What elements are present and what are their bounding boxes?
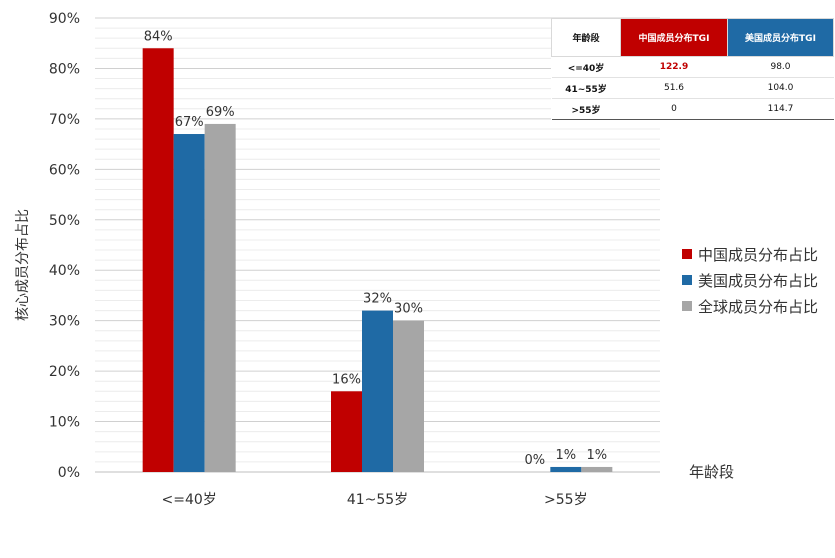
- x-axis-title: 年龄段: [689, 463, 735, 481]
- data-label: 16%: [332, 372, 361, 387]
- y-tick-label: 10%: [49, 415, 80, 431]
- legend-item-usa: 美国成员分布占比: [682, 267, 818, 293]
- x-category-label: 41~55岁: [347, 492, 408, 508]
- tgi-row: >55岁 0 114.7: [551, 98, 834, 120]
- tgi-row: 41~55岁 51.6 104.0: [551, 77, 834, 99]
- tgi-header-usa: 美国成员分布TGI: [727, 18, 834, 57]
- tgi-cell-age: 41~55岁: [551, 77, 621, 99]
- legend-swatch-usa: [682, 275, 692, 285]
- legend-swatch-china: [682, 249, 692, 259]
- y-tick-label: 20%: [49, 364, 80, 380]
- tgi-cell-china: 0: [620, 98, 728, 120]
- data-label: 32%: [363, 292, 392, 307]
- bar: [362, 310, 393, 472]
- legend-label-china: 中国成员分布占比: [698, 245, 819, 264]
- y-tick-label: 0%: [58, 465, 80, 481]
- data-label: 1%: [556, 448, 577, 463]
- tgi-cell-china: 51.6: [620, 77, 728, 99]
- tgi-header-age: 年龄段: [551, 18, 621, 57]
- tgi-cell-usa: 98.0: [727, 56, 834, 78]
- legend-swatch-global: [682, 301, 692, 311]
- data-label: 84%: [144, 29, 173, 44]
- tgi-cell-age: >55岁: [551, 98, 621, 120]
- tgi-table: 年龄段 中国成员分布TGI 美国成员分布TGI <=40岁 122.9 98.0…: [551, 18, 834, 120]
- data-label: 30%: [394, 302, 423, 317]
- tgi-header-china: 中国成员分布TGI: [620, 18, 728, 57]
- y-tick-label: 30%: [49, 314, 80, 330]
- y-tick-label: 90%: [49, 11, 80, 27]
- tgi-cell-usa: 104.0: [727, 77, 834, 99]
- bar: [331, 391, 362, 472]
- data-label: 1%: [587, 448, 608, 463]
- tgi-cell-china: 122.9: [620, 56, 728, 78]
- tgi-row: <=40岁 122.9 98.0: [551, 56, 834, 78]
- bar: [204, 123, 236, 472]
- data-label: 0%: [525, 453, 546, 468]
- bar: [581, 466, 613, 472]
- y-tick-label: 40%: [49, 263, 80, 279]
- y-axis-title: 核心成员分布占比: [15, 209, 31, 321]
- bar: [550, 466, 582, 472]
- tgi-header-row: 年龄段 中国成员分布TGI 美国成员分布TGI: [551, 18, 834, 57]
- y-tick-label: 50%: [49, 213, 80, 229]
- x-category-label: <=40岁: [162, 492, 217, 508]
- bar: [173, 134, 205, 472]
- legend-label-usa: 美国成员分布占比: [698, 271, 819, 290]
- legend-item-global: 全球成员分布占比: [682, 293, 818, 319]
- bar: [393, 320, 424, 472]
- y-tick-label: 70%: [49, 112, 80, 128]
- y-tick-label: 60%: [49, 162, 80, 178]
- legend-label-global: 全球成员分布占比: [698, 297, 819, 316]
- x-category-label: >55岁: [544, 492, 588, 508]
- y-tick-label: 80%: [49, 61, 80, 77]
- bar: [142, 48, 174, 473]
- tgi-cell-age: <=40岁: [551, 56, 621, 78]
- data-label: 67%: [175, 115, 204, 130]
- legend-item-china: 中国成员分布占比: [682, 241, 818, 267]
- data-label: 69%: [206, 105, 235, 120]
- chart-legend: 中国成员分布占比 美国成员分布占比 全球成员分布占比: [682, 241, 818, 319]
- tgi-cell-usa: 114.7: [727, 98, 834, 120]
